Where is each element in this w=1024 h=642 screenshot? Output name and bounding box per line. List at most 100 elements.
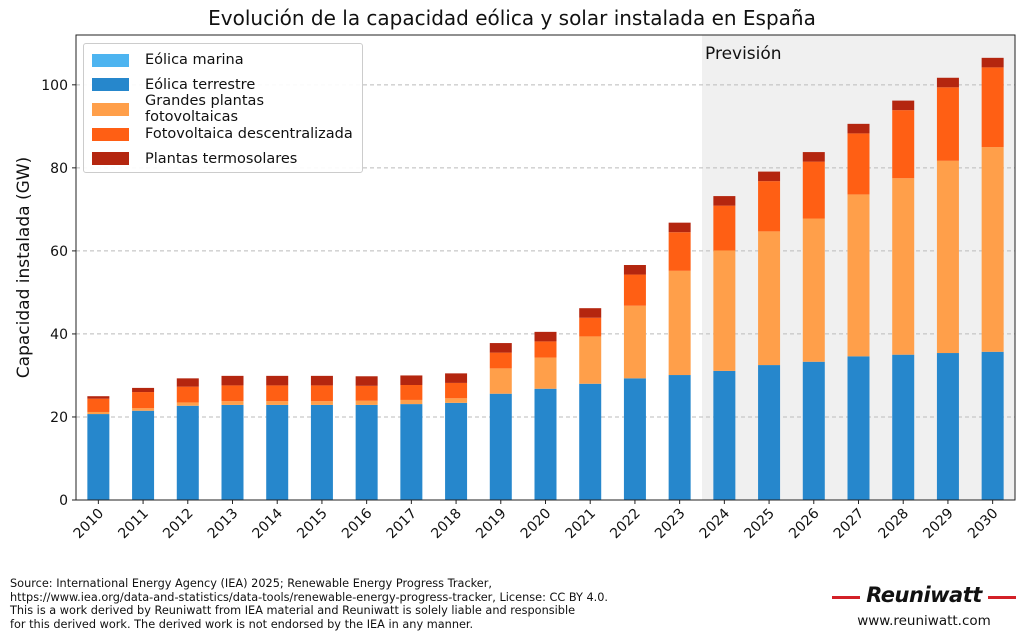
bar-segment	[176, 405, 199, 500]
y-tick-label: 100	[41, 78, 68, 94]
y-tick-label: 20	[50, 410, 68, 426]
bar-segment	[132, 387, 155, 393]
bar-segment	[668, 232, 691, 271]
bar-segment	[892, 110, 915, 179]
source-line-3: This is a work derived by Reuniwatt from…	[10, 604, 576, 617]
y-tick-label: 0	[59, 493, 68, 509]
bar-segment	[534, 388, 557, 500]
legend-label-onshore: Eólica terrestre	[145, 76, 256, 93]
chart-title: Evolución de la capacidad eólica y solar…	[208, 6, 816, 30]
x-tick-label: 2024	[697, 505, 734, 542]
bar-segment	[221, 401, 244, 405]
source-line-2: https://www.iea.org/data-and-statistics/…	[10, 590, 609, 604]
legend-label-offshore: Eólica marina	[145, 52, 244, 69]
y-axis-label: Capacidad instalada (GW)	[14, 157, 34, 378]
bar-segment	[221, 404, 244, 500]
bar-segment	[579, 383, 602, 500]
bar-segment	[132, 392, 155, 409]
bar-segment	[579, 336, 602, 384]
bar-segment	[579, 317, 602, 337]
bar-segment	[981, 351, 1004, 500]
bar-segment	[758, 365, 781, 500]
bar-segment	[668, 222, 691, 233]
bar-segment	[445, 373, 468, 383]
bar-segment	[981, 147, 1004, 352]
x-tick-label: 2012	[160, 506, 197, 543]
x-tick-label: 2011	[115, 506, 152, 543]
x-tick-label: 2021	[563, 506, 600, 543]
bar-segment	[310, 385, 333, 402]
bar-segment	[221, 375, 244, 386]
legend-item-offshore: Eólica marina	[92, 48, 354, 73]
bar-segment	[489, 368, 512, 394]
legend: Eólica marina Eólica terrestre Grandes p…	[83, 43, 363, 173]
x-tick-label: 2023	[652, 506, 689, 543]
bar-segment	[266, 375, 289, 386]
bar-segment	[713, 370, 736, 500]
bar-segment	[713, 205, 736, 251]
x-tick-label: 2028	[876, 506, 913, 543]
brand-line-left	[832, 596, 860, 599]
x-tick-label: 2019	[473, 506, 510, 543]
bar-segment	[87, 411, 110, 415]
bar-segment	[892, 178, 915, 355]
bar-segment	[847, 356, 870, 500]
brand-line-right	[988, 596, 1016, 599]
source-line-4: for this derived work. The derived work …	[10, 617, 474, 631]
bar-segment	[534, 331, 557, 342]
bar-segment	[713, 250, 736, 371]
bar-segment	[936, 160, 959, 354]
bar-segment	[400, 399, 423, 405]
bar-segment	[534, 357, 557, 389]
bar-segment	[400, 384, 423, 400]
x-tick-label: 2013	[205, 506, 242, 543]
brand-logo: Reuniwatt	[832, 583, 1016, 611]
legend-swatch-onshore	[92, 78, 129, 92]
bar-segment	[400, 404, 423, 500]
bar-segment	[445, 402, 468, 500]
bar-segment	[802, 161, 825, 219]
bar-segment	[802, 218, 825, 362]
brand-name: Reuniwatt	[866, 583, 982, 607]
x-tick-label: 2016	[339, 505, 376, 542]
legend-item-distributed-pv: Fotovoltaica descentralizada	[92, 122, 354, 147]
bar-segment	[623, 305, 646, 379]
bar-segment	[266, 401, 289, 405]
legend-swatch-offshore	[92, 53, 129, 67]
bar-segment	[176, 386, 199, 403]
bar-segment	[132, 410, 155, 500]
bar-segment	[758, 181, 781, 232]
bar-segment	[445, 382, 468, 399]
bar-segment	[400, 375, 423, 385]
bar-segment	[489, 343, 512, 353]
x-tick-label: 2014	[250, 505, 287, 542]
bar-segment	[936, 77, 959, 88]
brand-url: www.reuniwatt.com	[857, 613, 991, 629]
bar-segment	[355, 400, 378, 405]
legend-item-csp: Plantas termosolares	[92, 146, 354, 171]
legend-label-distributed-pv: Fotovoltaica descentralizada	[145, 126, 353, 143]
bar-segment	[176, 402, 199, 406]
bar-segment	[489, 352, 512, 369]
bar-segment	[266, 385, 289, 402]
bar-segment	[87, 398, 110, 412]
legend-label-csp: Plantas termosolares	[145, 150, 298, 167]
source-line-1: Source: International Energy Agency (IEA…	[10, 577, 492, 590]
bar-segment	[758, 231, 781, 366]
x-tick-label: 2020	[518, 506, 555, 543]
bar-segment	[802, 152, 825, 162]
legend-item-onshore: Eólica terrestre	[92, 73, 354, 98]
legend-label-utility-pv: Grandes plantas fotovoltaicas	[145, 93, 264, 126]
bar-segment	[981, 57, 1004, 68]
bar-segment	[355, 404, 378, 500]
bar-segment	[534, 341, 557, 358]
bar-segment	[355, 376, 378, 386]
bar-segment	[892, 100, 915, 111]
legend-swatch-distributed-pv	[92, 127, 129, 141]
bar-segment	[713, 196, 736, 206]
bar-segment	[847, 194, 870, 357]
bar-segment	[758, 171, 781, 182]
x-tick-label: 2027	[831, 506, 868, 543]
bar-segment	[936, 87, 959, 161]
bar-segment	[489, 393, 512, 500]
